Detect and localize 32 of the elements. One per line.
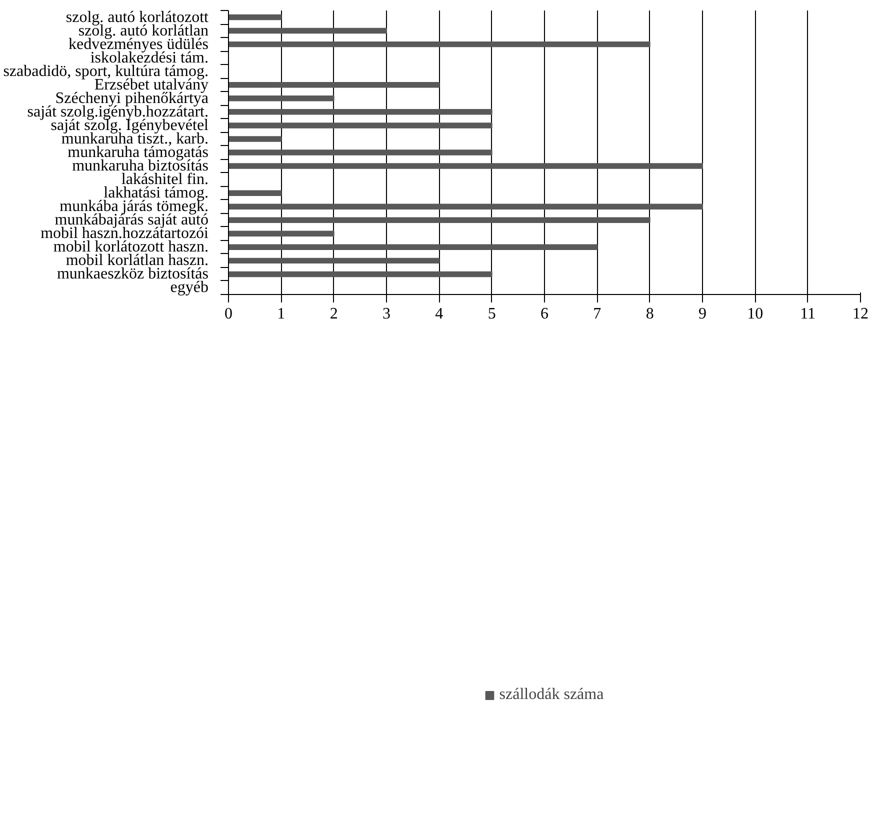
bar — [228, 41, 650, 48]
x-tick-label: 2 — [330, 306, 338, 322]
bar — [228, 136, 282, 142]
x-tick-label: 12 — [852, 306, 868, 322]
bar — [228, 122, 492, 128]
bar — [228, 14, 282, 20]
bar — [228, 244, 598, 250]
bar — [228, 271, 492, 278]
bar — [228, 230, 334, 237]
x-tick-label: 1 — [277, 306, 286, 322]
x-tick-label: 7 — [593, 306, 602, 322]
y-tick-label: egyéb — [170, 279, 208, 296]
legend-label: szállodák száma — [499, 686, 604, 704]
bar — [228, 28, 387, 34]
bar — [228, 204, 703, 210]
bar — [228, 109, 492, 115]
x-tick-label: 0 — [224, 306, 232, 322]
bar — [228, 217, 650, 223]
bar — [228, 82, 440, 88]
bar — [228, 190, 282, 196]
x-tick-label: 11 — [800, 306, 816, 322]
bar — [228, 258, 440, 264]
x-tick-label: 3 — [382, 306, 390, 322]
x-tick-label: 6 — [540, 306, 548, 322]
x-tick-label: 5 — [488, 306, 496, 322]
x-tick-label: 4 — [435, 306, 444, 322]
x-tick-label: 10 — [747, 306, 764, 322]
bar — [228, 96, 334, 102]
bar — [228, 150, 492, 156]
bar — [228, 163, 703, 169]
x-tick-label: 8 — [646, 306, 654, 322]
x-tick-label: 9 — [698, 306, 706, 322]
